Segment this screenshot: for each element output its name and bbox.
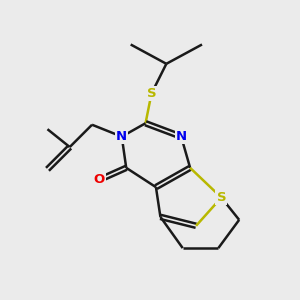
Text: N: N <box>176 130 187 143</box>
Text: S: S <box>147 87 156 100</box>
Text: N: N <box>116 130 127 143</box>
Text: O: O <box>94 173 105 186</box>
Text: S: S <box>217 191 226 204</box>
